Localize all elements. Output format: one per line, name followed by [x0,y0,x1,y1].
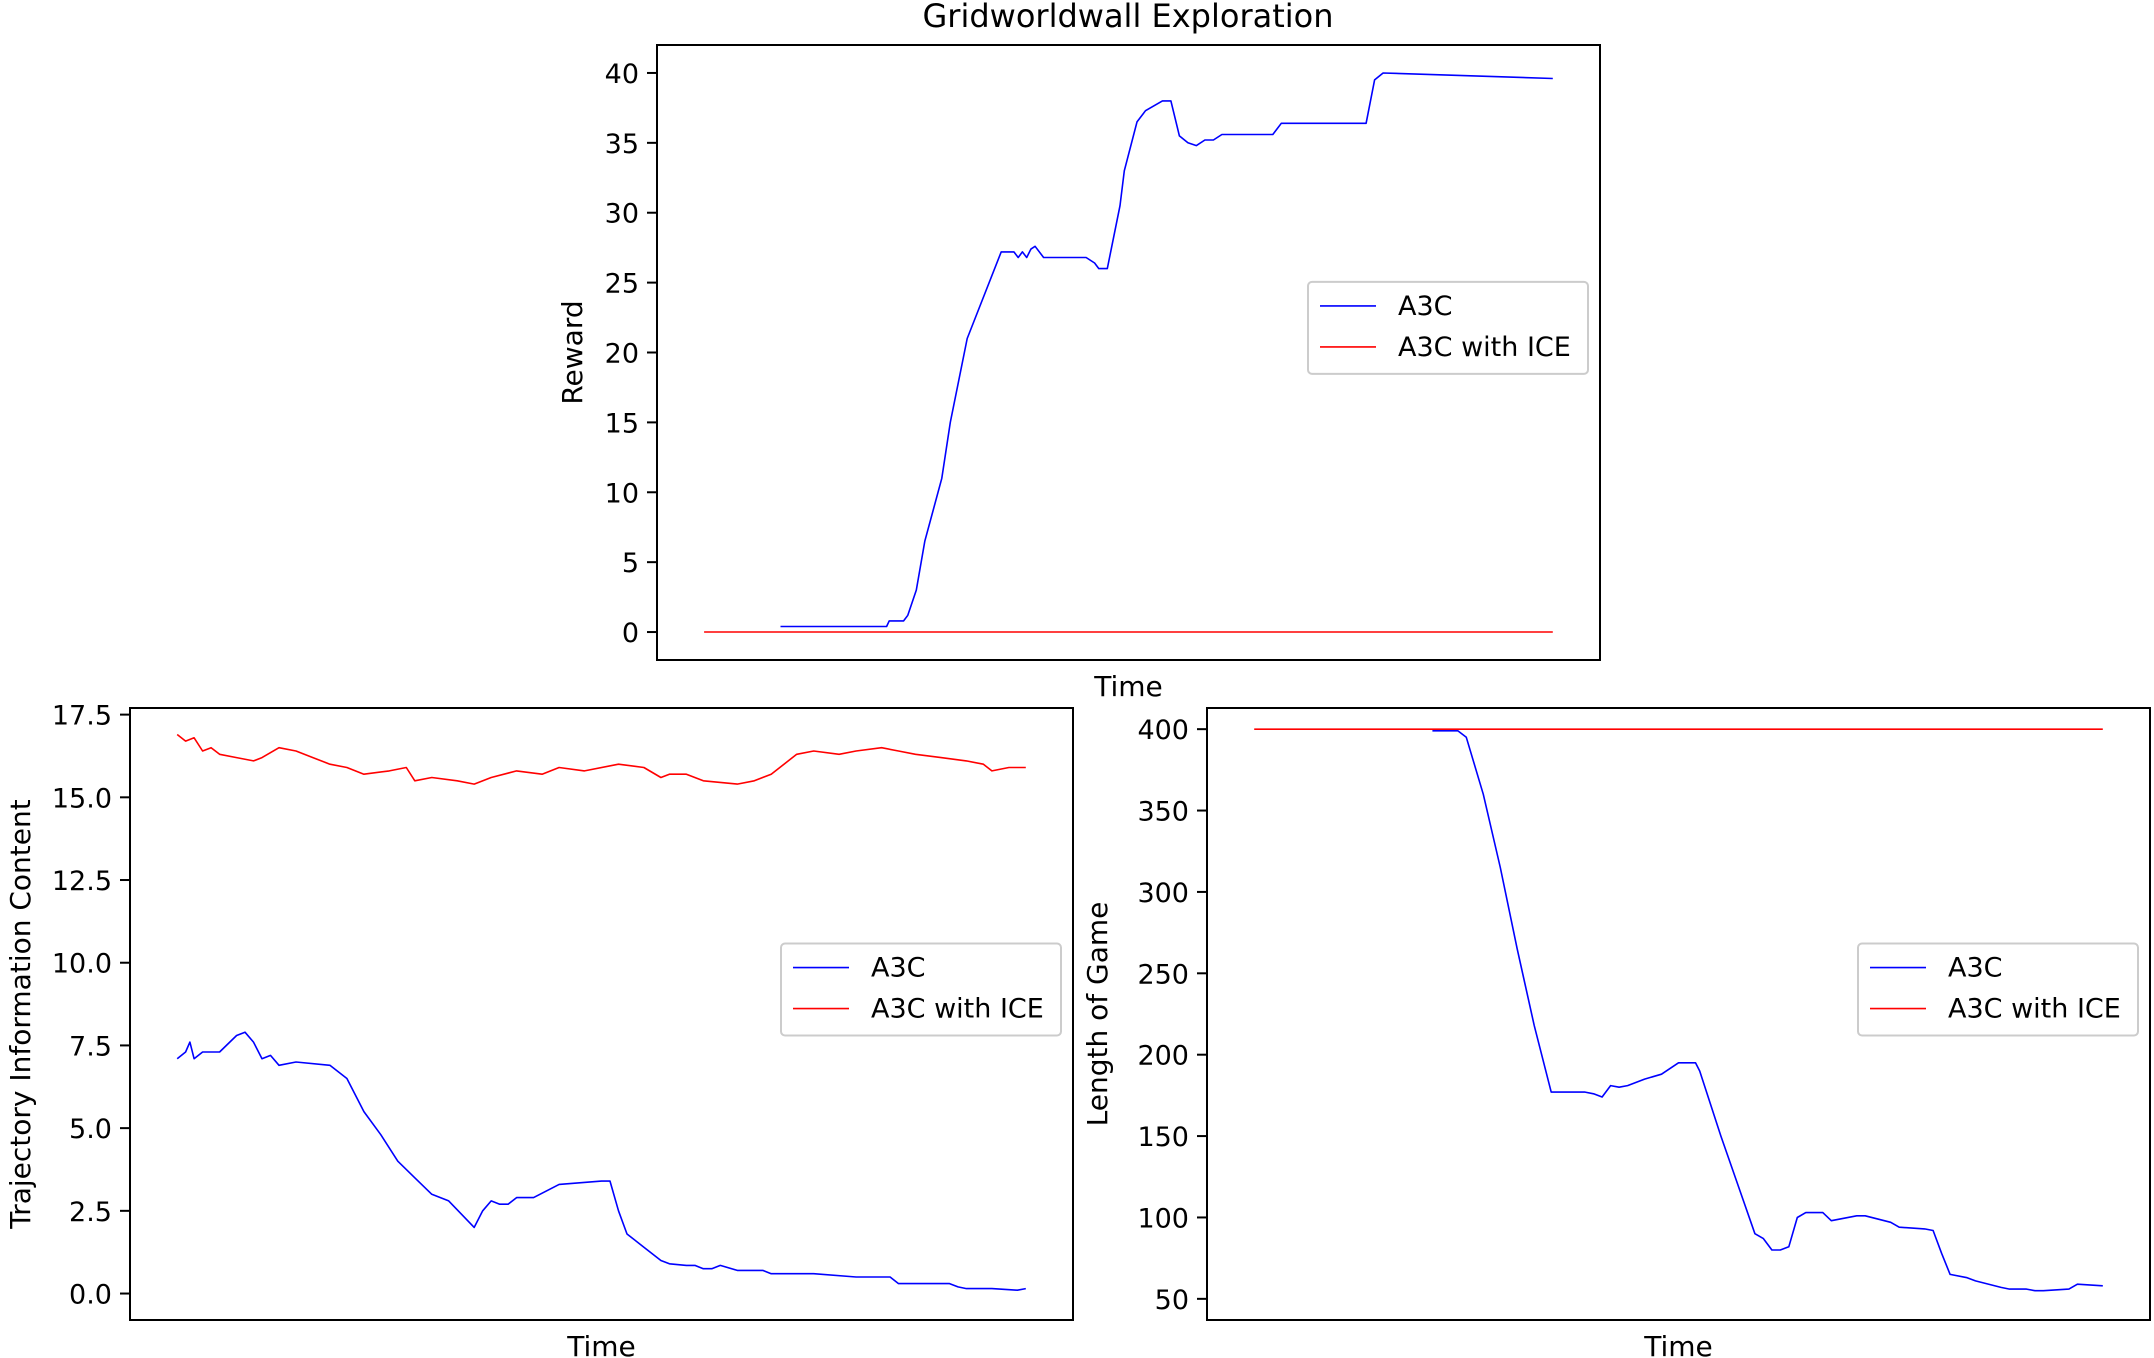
legend: A3C A3C with ICE [1307,280,1589,375]
y-tick-label: 20 [605,339,639,370]
legend-box [780,942,1062,1037]
y-axis-label: Reward [556,300,589,404]
y-tick-label: 17.5 [52,701,112,732]
series-line-a3c [780,72,1553,628]
y-tick-label: 100 [1137,1203,1189,1234]
y-tick-label: 0 [622,618,639,649]
y-tick-label: 15.0 [52,783,112,814]
y-tick-label: 30 [605,199,639,230]
legend-label: A3C with ICE [1948,994,2121,1025]
plot-frame [129,707,1074,1321]
y-tick-label: 5.0 [69,1114,112,1145]
y-tick-label: 10.0 [52,949,112,980]
figure-title: Gridworldwall Exploration [923,0,1334,35]
legend-label: A3C [871,953,926,984]
y-axis-label: Length of Game [1081,902,1114,1127]
y-tick-label: 300 [1137,878,1189,909]
y-tick-label: 250 [1137,959,1189,990]
legend: A3C A3C with ICE [1857,942,2139,1037]
y-tick-label: 15 [605,408,639,439]
plot-frame [1206,707,2151,1321]
y-tick-label: 40 [605,59,639,90]
y-tick-label: 35 [605,129,639,160]
chart-reward: 0 5 10 15 20 25 30 35 40 Time Reward A3C A3C with IC… [556,44,1601,703]
y-axis-label: Trajectory Information Content [4,799,37,1230]
legend-label: A3C [1398,291,1453,322]
y-tick-label: 50 [1155,1285,1189,1316]
y-tick-label: 7.5 [69,1031,112,1062]
plots-container: 0 5 10 15 20 25 30 35 40 Time Reward A3C A3C with IC… [4,44,2151,1358]
y-tick-label: 10 [605,478,639,509]
legend-label: A3C with ICE [871,994,1044,1025]
y-tick-label: 2.5 [69,1197,112,1228]
y-tick-label: 12.5 [52,866,112,897]
y-tick-label: 0.0 [69,1280,112,1311]
y-tick-label: 5 [622,548,639,579]
y-tick-label: 350 [1137,797,1189,828]
x-axis-label: Time [1643,1330,1713,1358]
series-line-a3c-with-ice [176,733,1026,785]
x-axis-label: Time [1093,670,1163,703]
legend-box [1307,280,1589,375]
y-tick-label: 400 [1137,715,1189,746]
chart-trajectory-info: 0.0 2.5 5.0 7.5 10.0 12.5 15.0 17.5 Time Trajecto… [4,701,1074,1358]
chart-length-of-game: 50 100 150 200 250 300 350 400 Time Length of Gam… [1081,707,2151,1358]
y-tick-label: 200 [1137,1041,1189,1072]
legend: A3C A3C with ICE [780,942,1062,1037]
y-tick-label: 150 [1137,1122,1189,1153]
legend-box [1857,942,2139,1037]
y-tick-label: 25 [605,269,639,300]
series-line-a3c [1432,729,2103,1292]
legend-label: A3C [1948,953,2003,984]
legend-label: A3C with ICE [1398,332,1571,363]
series-line-a3c [176,1031,1026,1291]
x-axis-label: Time [566,1330,636,1358]
